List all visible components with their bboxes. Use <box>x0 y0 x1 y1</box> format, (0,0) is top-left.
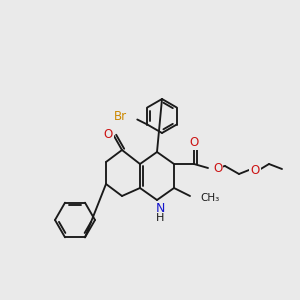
Text: CH₃: CH₃ <box>200 193 219 203</box>
Text: O: O <box>213 161 222 175</box>
Text: O: O <box>250 164 260 176</box>
Text: H: H <box>156 213 164 223</box>
Text: N: N <box>155 202 165 215</box>
Text: O: O <box>103 128 112 140</box>
Text: O: O <box>189 136 199 149</box>
Text: Br: Br <box>114 110 127 123</box>
